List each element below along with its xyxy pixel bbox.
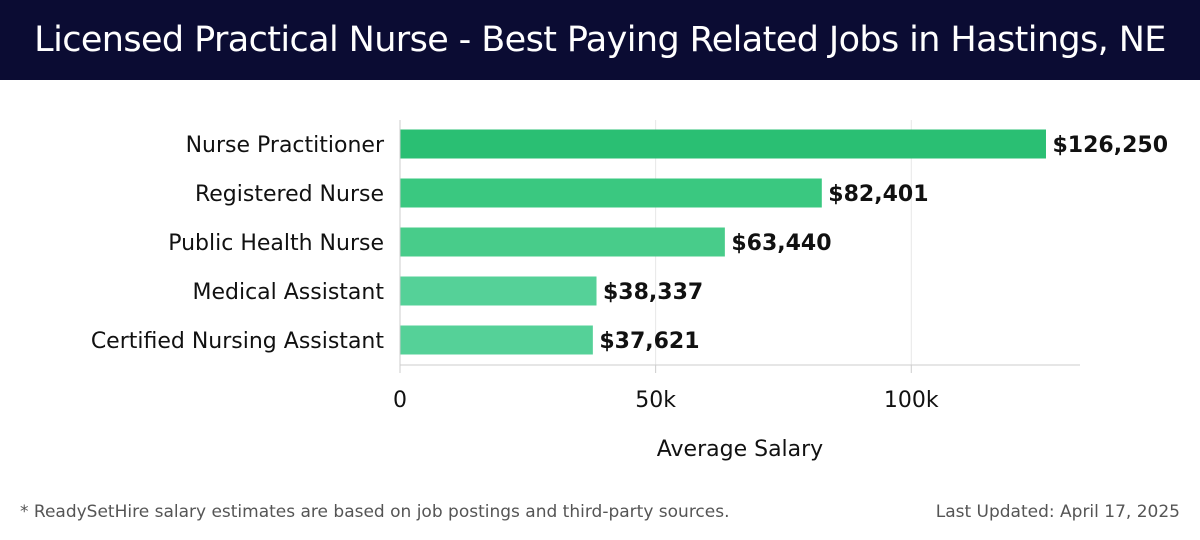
data-label: $38,337: [603, 280, 703, 305]
last-updated: Last Updated: April 17, 2025: [935, 502, 1180, 522]
bar: [400, 178, 822, 208]
data-label: $82,401: [828, 182, 928, 207]
x-tick-label: 100k: [884, 388, 939, 413]
bar: [400, 129, 1046, 159]
data-label: $37,621: [599, 329, 699, 354]
data-label: $63,440: [731, 231, 831, 256]
category-label: Public Health Nurse: [168, 231, 384, 256]
x-axis-label: Average Salary: [657, 437, 823, 462]
footnote: * ReadySetHire salary estimates are base…: [20, 502, 730, 522]
header-bar: Licensed Practical Nurse - Best Paying R…: [0, 0, 1200, 80]
bar: [400, 276, 597, 306]
category-label: Registered Nurse: [195, 182, 384, 207]
bar-chart: 0 50k 100k Average Salary Nurse Practitioner…: [91, 120, 1168, 462]
category-label: Medical Assistant: [192, 280, 384, 305]
chart-title: Licensed Practical Nurse - Best Paying R…: [34, 20, 1166, 60]
bar: [400, 227, 725, 257]
x-tick-label: 0: [393, 388, 407, 413]
data-label: $126,250: [1052, 133, 1168, 158]
category-label: Certified Nursing Assistant: [91, 329, 385, 354]
x-tick-label: 50k: [635, 388, 676, 413]
category-label: Nurse Practitioner: [186, 133, 385, 158]
bar: [400, 325, 593, 355]
